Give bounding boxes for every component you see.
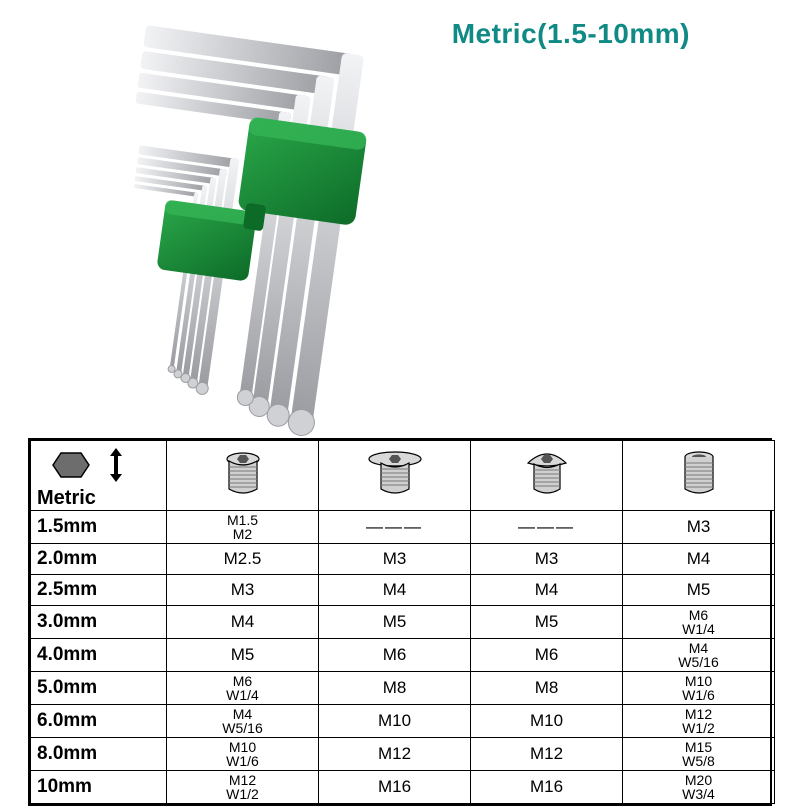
table-row: 4.0mmM5M6M6M4W5/16: [31, 639, 775, 672]
value-cell: M4: [623, 544, 775, 575]
value-cell: M4W5/16: [623, 639, 775, 672]
screw-button-head-icon: [518, 449, 576, 497]
table-row: 6.0mmM4W5/16M10M10M12W1/2: [31, 705, 775, 738]
value-cell: M12: [319, 738, 471, 771]
hex-icon: [39, 449, 103, 481]
value-cell: M3: [319, 544, 471, 575]
value-cell: M2.5: [167, 544, 319, 575]
value-cell: M1.5M2: [167, 511, 319, 544]
value-cell: M4: [167, 606, 319, 639]
product-illustration: [30, 10, 450, 440]
table-row: 1.5mmM1.5M2——————M3: [31, 511, 775, 544]
value-cell: M12W1/2: [623, 705, 775, 738]
value-cell: M5: [319, 606, 471, 639]
screw-set-icon: [675, 449, 723, 497]
size-cell: 1.5mm: [31, 511, 167, 544]
header-screw-d: [623, 441, 775, 511]
value-cell: M5: [167, 639, 319, 672]
value-cell: M12: [471, 738, 623, 771]
page-title: Metric(1.5-10mm): [452, 18, 690, 50]
table-row: 3.0mmM4M5M5M6W1/4: [31, 606, 775, 639]
value-cell: ———: [319, 511, 471, 544]
size-cell: 10mm: [31, 771, 167, 804]
value-cell: M5: [471, 606, 623, 639]
table-header-row: Metric: [31, 441, 775, 511]
header-screw-c: [471, 441, 623, 511]
header-metric: Metric: [31, 441, 167, 511]
table-row: 8.0mmM10W1/6M12M12M15W5/8: [31, 738, 775, 771]
value-cell: M6W1/4: [623, 606, 775, 639]
size-cell: 3.0mm: [31, 606, 167, 639]
value-cell: M20W3/4: [623, 771, 775, 804]
value-cell: M3: [471, 544, 623, 575]
table-row: 5.0mmM6W1/4M8M8M10W1/6: [31, 672, 775, 705]
metric-table: Metric: [30, 440, 775, 804]
value-cell: M10: [319, 705, 471, 738]
header-screw-a: [167, 441, 319, 511]
value-cell: M6W1/4: [167, 672, 319, 705]
table-row: 10mmM12W1/2M16M16M20W3/4: [31, 771, 775, 804]
screw-flat-head-icon: [364, 449, 426, 497]
value-cell: M12W1/2: [167, 771, 319, 804]
value-cell: M10W1/6: [167, 738, 319, 771]
size-cell: 2.5mm: [31, 575, 167, 606]
size-cell: 2.0mm: [31, 544, 167, 575]
value-cell: M4W5/16: [167, 705, 319, 738]
value-cell: M10W1/6: [623, 672, 775, 705]
value-cell: M8: [319, 672, 471, 705]
size-cell: 8.0mm: [31, 738, 167, 771]
value-cell: M5: [623, 575, 775, 606]
screw-hex-cap-icon: [215, 449, 271, 497]
value-cell: M4: [319, 575, 471, 606]
header-metric-label: Metric: [37, 488, 164, 509]
value-cell: M6: [319, 639, 471, 672]
value-cell: M6: [471, 639, 623, 672]
value-cell: M15W5/8: [623, 738, 775, 771]
value-cell: M16: [319, 771, 471, 804]
updown-arrow-icon: [107, 446, 125, 484]
table-row: 2.0mmM2.5M3M3M4: [31, 544, 775, 575]
size-table: Metric: [28, 438, 772, 806]
value-cell: M8: [471, 672, 623, 705]
table-row: 2.5mmM3M4M4M5: [31, 575, 775, 606]
value-cell: M4: [471, 575, 623, 606]
header-screw-b: [319, 441, 471, 511]
size-cell: 5.0mm: [31, 672, 167, 705]
value-cell: ———: [471, 511, 623, 544]
value-cell: M3: [623, 511, 775, 544]
value-cell: M3: [167, 575, 319, 606]
size-cell: 6.0mm: [31, 705, 167, 738]
value-cell: M16: [471, 771, 623, 804]
value-cell: M10: [471, 705, 623, 738]
table-body: 1.5mmM1.5M2——————M32.0mmM2.5M3M3M42.5mmM…: [31, 511, 775, 804]
size-cell: 4.0mm: [31, 639, 167, 672]
